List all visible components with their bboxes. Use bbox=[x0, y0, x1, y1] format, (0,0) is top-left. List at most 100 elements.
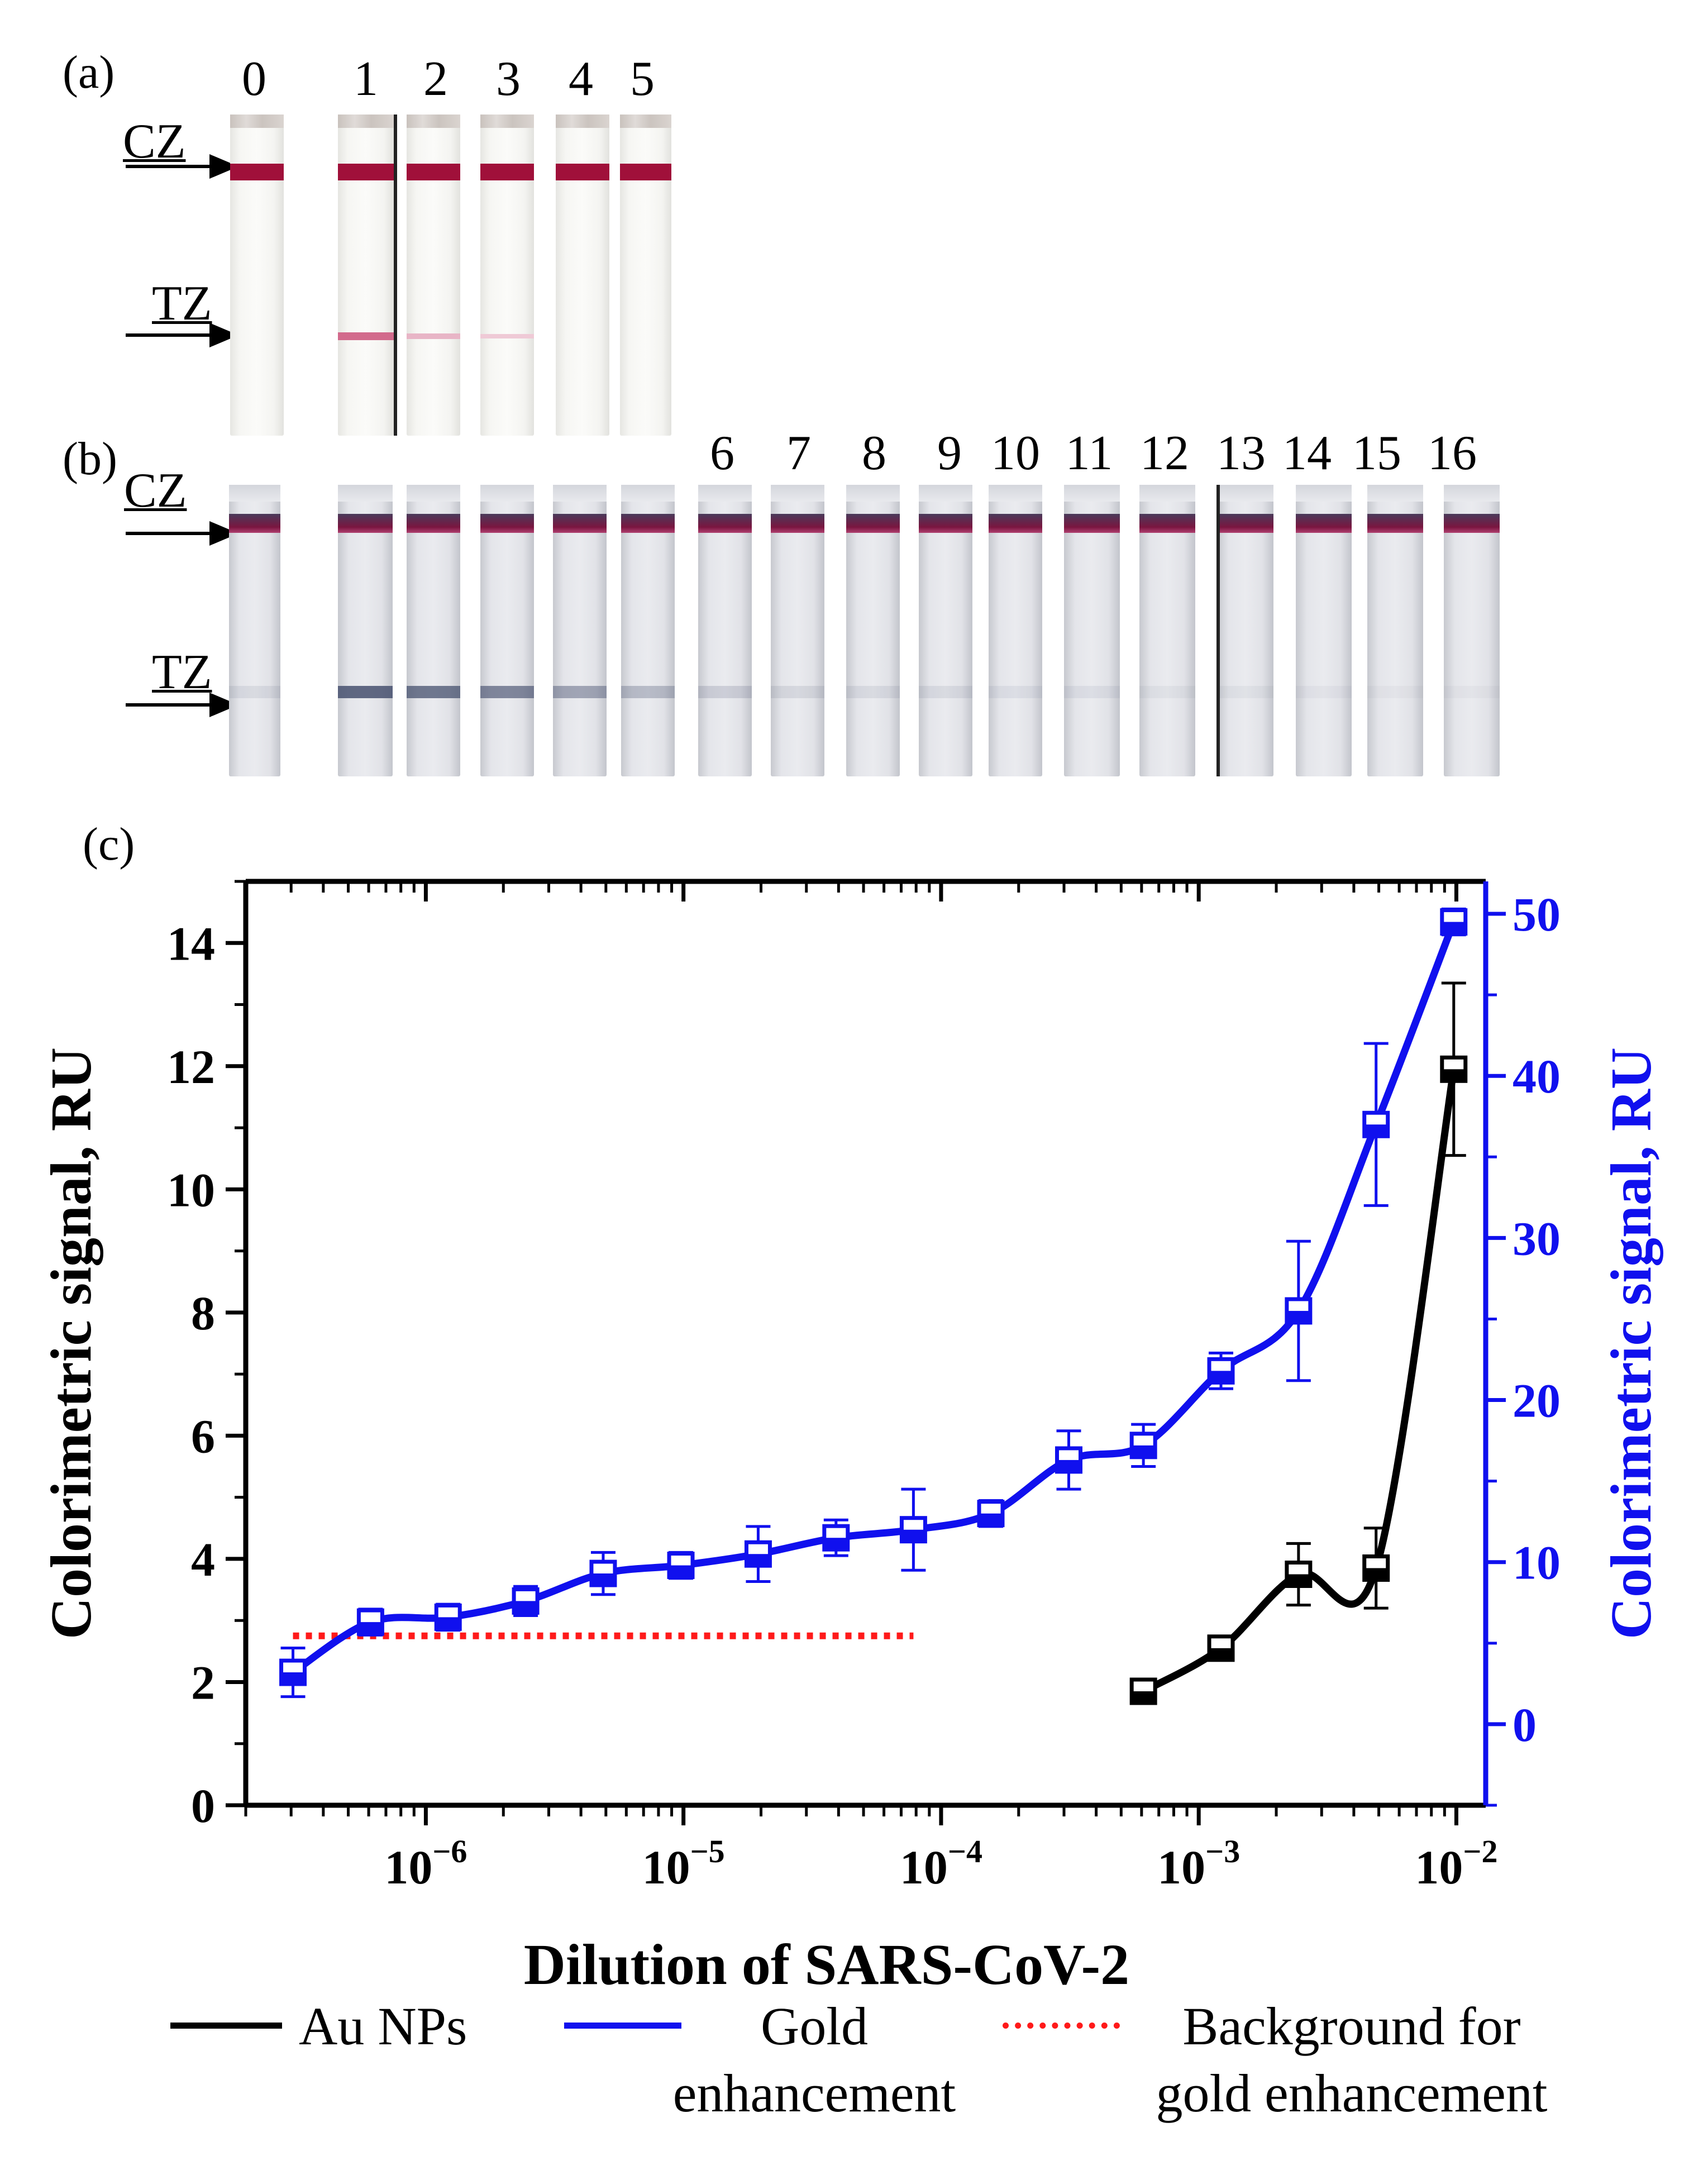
strip-separator bbox=[1216, 485, 1220, 776]
data-point-fill bbox=[591, 1573, 615, 1586]
test-band bbox=[1444, 686, 1500, 698]
control-band bbox=[1296, 514, 1352, 533]
strip-number: 12 bbox=[1140, 426, 1189, 480]
strip-top bbox=[1444, 485, 1500, 502]
test-band bbox=[1064, 686, 1120, 698]
strip-top bbox=[919, 485, 972, 502]
test-strip-b bbox=[621, 485, 675, 776]
control-band bbox=[338, 514, 393, 533]
strip-number: 2 bbox=[423, 52, 448, 106]
test-strip-b bbox=[919, 485, 972, 776]
strip-top bbox=[698, 485, 752, 502]
legend-label-line: gold enhancement bbox=[1156, 2063, 1548, 2123]
test-strip-b bbox=[229, 485, 280, 776]
data-point-fill bbox=[1132, 1445, 1156, 1457]
y-left-tick-label: 0 bbox=[191, 1779, 215, 1833]
data-point-fill bbox=[281, 1672, 305, 1685]
panel-a-label: (a) bbox=[63, 46, 115, 98]
test-band bbox=[1139, 686, 1195, 698]
data-point-fill bbox=[1364, 1124, 1388, 1137]
control-band bbox=[846, 514, 900, 533]
data-point-fill bbox=[1364, 1568, 1388, 1580]
legend-label-line: Gold bbox=[761, 1996, 868, 2056]
data-point-fill bbox=[1442, 922, 1466, 934]
test-band bbox=[1218, 686, 1273, 698]
strip-top bbox=[621, 485, 675, 502]
data-point-fill bbox=[1286, 1310, 1310, 1323]
test-band bbox=[338, 686, 393, 698]
control-band bbox=[1367, 514, 1423, 533]
strip-number: 10 bbox=[991, 426, 1040, 480]
legend-swatch-gold-enhancement bbox=[564, 2023, 681, 2029]
control-band bbox=[919, 514, 972, 533]
test-strip-b bbox=[698, 485, 752, 776]
test-strip-b bbox=[553, 485, 607, 776]
y-left-tick-label: 4 bbox=[191, 1533, 215, 1586]
data-point-fill bbox=[359, 1622, 383, 1634]
series-gold-enhancement bbox=[279, 907, 1468, 1699]
series-au-nps bbox=[1129, 981, 1468, 1705]
test-band bbox=[553, 686, 607, 698]
legend-label-line: Background for bbox=[1182, 1996, 1521, 2056]
data-point-fill bbox=[1442, 1069, 1466, 1081]
strip-top bbox=[989, 485, 1042, 502]
test-band bbox=[621, 686, 675, 698]
series-line-gold-enhancement bbox=[290, 920, 1457, 1676]
strip-number: 5 bbox=[630, 52, 655, 106]
test-strip-a bbox=[230, 115, 284, 436]
x-tick-label: 10−6 bbox=[384, 1833, 467, 1894]
y-left-tick-label: 14 bbox=[167, 917, 215, 970]
legend-swatch-au-nps bbox=[170, 2023, 282, 2029]
strip-number: 16 bbox=[1428, 426, 1477, 480]
data-point-fill bbox=[1209, 1371, 1233, 1383]
data-point-fill bbox=[1057, 1459, 1081, 1472]
control-band bbox=[229, 514, 280, 533]
test-strip-b bbox=[338, 485, 393, 776]
test-strip-a bbox=[556, 115, 609, 436]
strip-number: 15 bbox=[1352, 426, 1401, 480]
test-band bbox=[480, 686, 534, 698]
control-band bbox=[771, 514, 824, 533]
test-strip-b bbox=[1296, 485, 1352, 776]
test-strip-b bbox=[480, 485, 534, 776]
y-left-tick-label: 2 bbox=[191, 1656, 215, 1709]
data-point-fill bbox=[979, 1513, 1003, 1525]
strip-number: 1 bbox=[354, 52, 378, 106]
strip-number: 8 bbox=[862, 426, 886, 480]
legend-label-line: enhancement bbox=[672, 2063, 956, 2123]
y-left-tick-label: 12 bbox=[167, 1040, 215, 1094]
data-point-fill bbox=[436, 1617, 460, 1629]
strip-number: 7 bbox=[786, 426, 811, 480]
strip-top bbox=[229, 485, 280, 502]
data-point-fill bbox=[901, 1529, 925, 1542]
x-tick-label: 10−4 bbox=[900, 1833, 982, 1894]
strip-number: 11 bbox=[1065, 426, 1113, 480]
test-strip-a bbox=[407, 115, 460, 436]
test-strip-a bbox=[338, 115, 394, 436]
control-band bbox=[480, 514, 534, 533]
strip-top bbox=[1218, 485, 1273, 502]
control-band bbox=[698, 514, 752, 533]
strip-number: 6 bbox=[710, 426, 734, 480]
legend-swatch-background bbox=[1003, 2023, 1120, 2029]
strip-top bbox=[338, 485, 393, 502]
strip-top bbox=[846, 485, 900, 502]
data-point-fill bbox=[746, 1554, 770, 1566]
test-band bbox=[919, 686, 972, 698]
control-band bbox=[407, 514, 460, 533]
test-band bbox=[1296, 686, 1352, 698]
y-left-tick-label: 10 bbox=[167, 1163, 215, 1217]
data-point-fill bbox=[1132, 1691, 1156, 1704]
cz-label-b: CZ bbox=[124, 464, 187, 518]
test-band bbox=[1367, 686, 1423, 698]
test-strip-a bbox=[620, 115, 671, 436]
x-tick-label: 10−2 bbox=[1415, 1833, 1497, 1894]
control-band bbox=[1139, 514, 1195, 533]
tz-label-b: TZ bbox=[152, 645, 212, 699]
strip-number: 3 bbox=[496, 52, 521, 106]
test-band bbox=[989, 686, 1042, 698]
test-strip-b bbox=[1367, 485, 1423, 776]
strip-number: 14 bbox=[1282, 426, 1332, 480]
strip-top bbox=[480, 485, 534, 502]
